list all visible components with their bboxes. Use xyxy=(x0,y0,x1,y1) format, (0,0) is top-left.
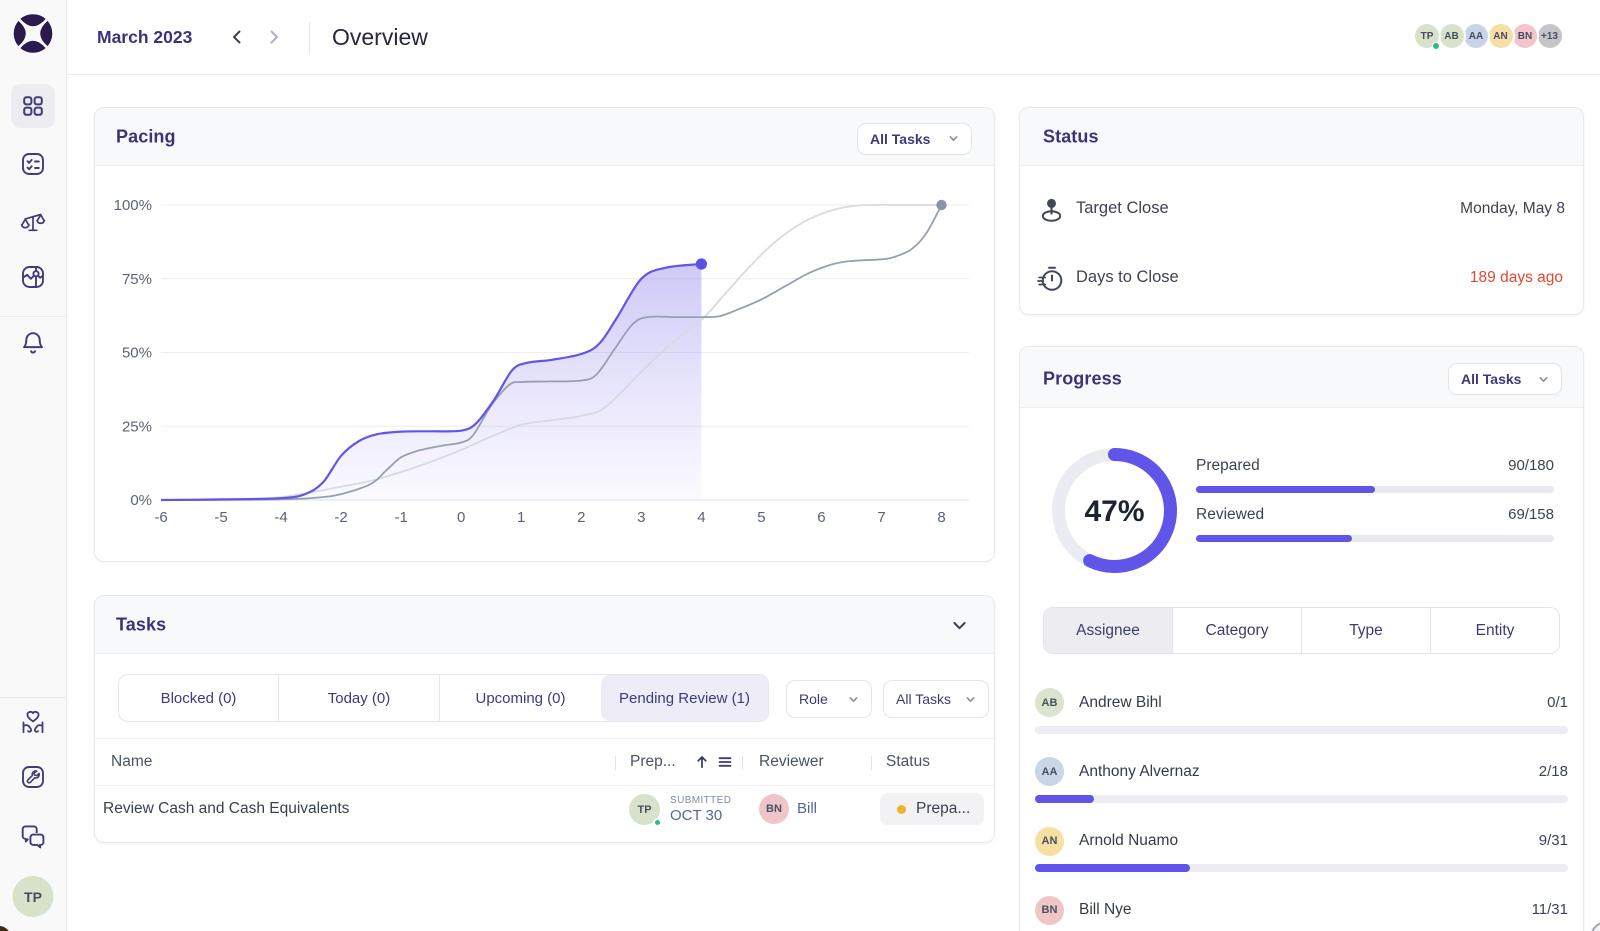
svg-text:1: 1 xyxy=(517,509,525,526)
svg-text:5: 5 xyxy=(757,509,765,526)
svg-text:3: 3 xyxy=(637,509,645,526)
svg-text:100%: 100% xyxy=(114,197,152,214)
svg-text:2: 2 xyxy=(577,509,585,526)
svg-text:4: 4 xyxy=(697,509,705,526)
svg-text:-6: -6 xyxy=(154,509,167,526)
svg-text:-4: -4 xyxy=(274,509,287,526)
svg-text:6: 6 xyxy=(817,509,825,526)
svg-text:0%: 0% xyxy=(130,492,152,509)
svg-text:8: 8 xyxy=(937,509,945,526)
svg-text:50%: 50% xyxy=(122,345,152,362)
svg-text:75%: 75% xyxy=(122,271,152,288)
svg-text:7: 7 xyxy=(877,509,885,526)
svg-text:-1: -1 xyxy=(395,509,408,526)
svg-text:0: 0 xyxy=(457,509,465,526)
svg-text:-2: -2 xyxy=(334,509,347,526)
svg-text:47%: 47% xyxy=(1084,495,1144,528)
svg-text:25%: 25% xyxy=(122,418,152,435)
svg-text:-5: -5 xyxy=(214,509,227,526)
